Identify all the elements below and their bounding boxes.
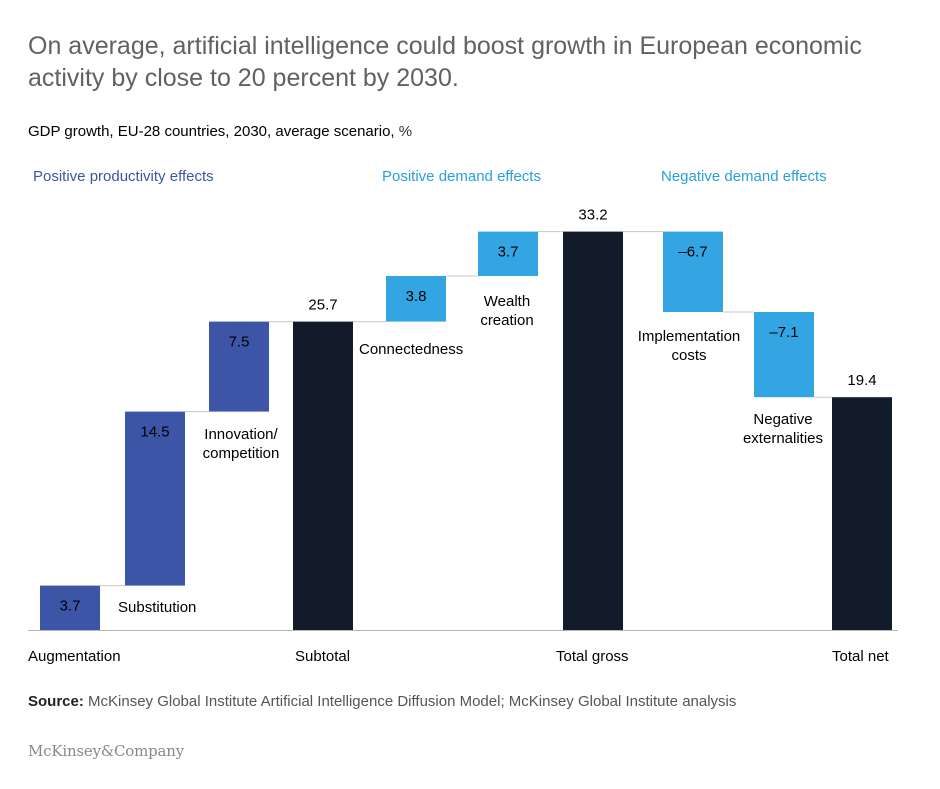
source-text: McKinsey Global Institute Artificial Int… (88, 693, 737, 710)
value-label: 14.5 (140, 424, 169, 441)
category-label: Total net (832, 648, 890, 665)
category-label: Innovation/competition (203, 426, 280, 462)
value-label: 25.7 (308, 297, 337, 314)
value-label: 3.7 (60, 598, 81, 615)
value-label: 3.7 (498, 244, 519, 261)
group-header: Positive demand effects (382, 168, 541, 185)
category-label: Subtotal (295, 648, 350, 665)
chart-title: On average, artificial intelligence coul… (28, 32, 862, 92)
category-label: Negative externalities (743, 411, 823, 447)
value-label: 3.8 (406, 288, 427, 305)
value-label: –7.1 (769, 324, 798, 341)
category-label: Substitution (118, 599, 196, 616)
category-label: Connectedness (359, 341, 463, 358)
subtitle-text: GDP growth, EU-28 countries, 2030, avera… (28, 123, 395, 140)
source-label: Source: (28, 693, 84, 710)
bar-connectedness (386, 276, 446, 322)
subtitle-unit: % (398, 123, 413, 140)
group-header: Negative demand effects (661, 168, 827, 185)
category-label: Total gross (556, 648, 629, 665)
bar-negative-externalities (754, 312, 814, 398)
bar-innovation-competition (209, 321, 269, 412)
value-label: 7.5 (229, 334, 250, 351)
category-label: Augmentation (28, 648, 121, 665)
value-label: –6.7 (678, 244, 707, 261)
bar-total-net (832, 397, 892, 630)
group-header: Positive productivity effects (33, 168, 214, 185)
bar-total-gross (563, 231, 623, 630)
bar-augmentation (40, 585, 100, 630)
bar-substitution (125, 411, 185, 586)
value-label: 33.2 (578, 207, 607, 224)
category-label: Implementation costs (638, 328, 741, 364)
chart-subtitle: GDP growth, EU-28 countries, 2030, avera… (28, 123, 412, 140)
bar-wealth-creation (478, 231, 538, 276)
mckinsey-logo: McKinsey&Company (28, 742, 185, 760)
source-note: Source: McKinsey Global Institute Artifi… (28, 693, 736, 710)
bar-implementation-costs (663, 231, 723, 312)
value-label: 19.4 (847, 372, 876, 389)
bar-subtotal (293, 321, 353, 630)
category-label: Wealth creation (480, 293, 533, 329)
